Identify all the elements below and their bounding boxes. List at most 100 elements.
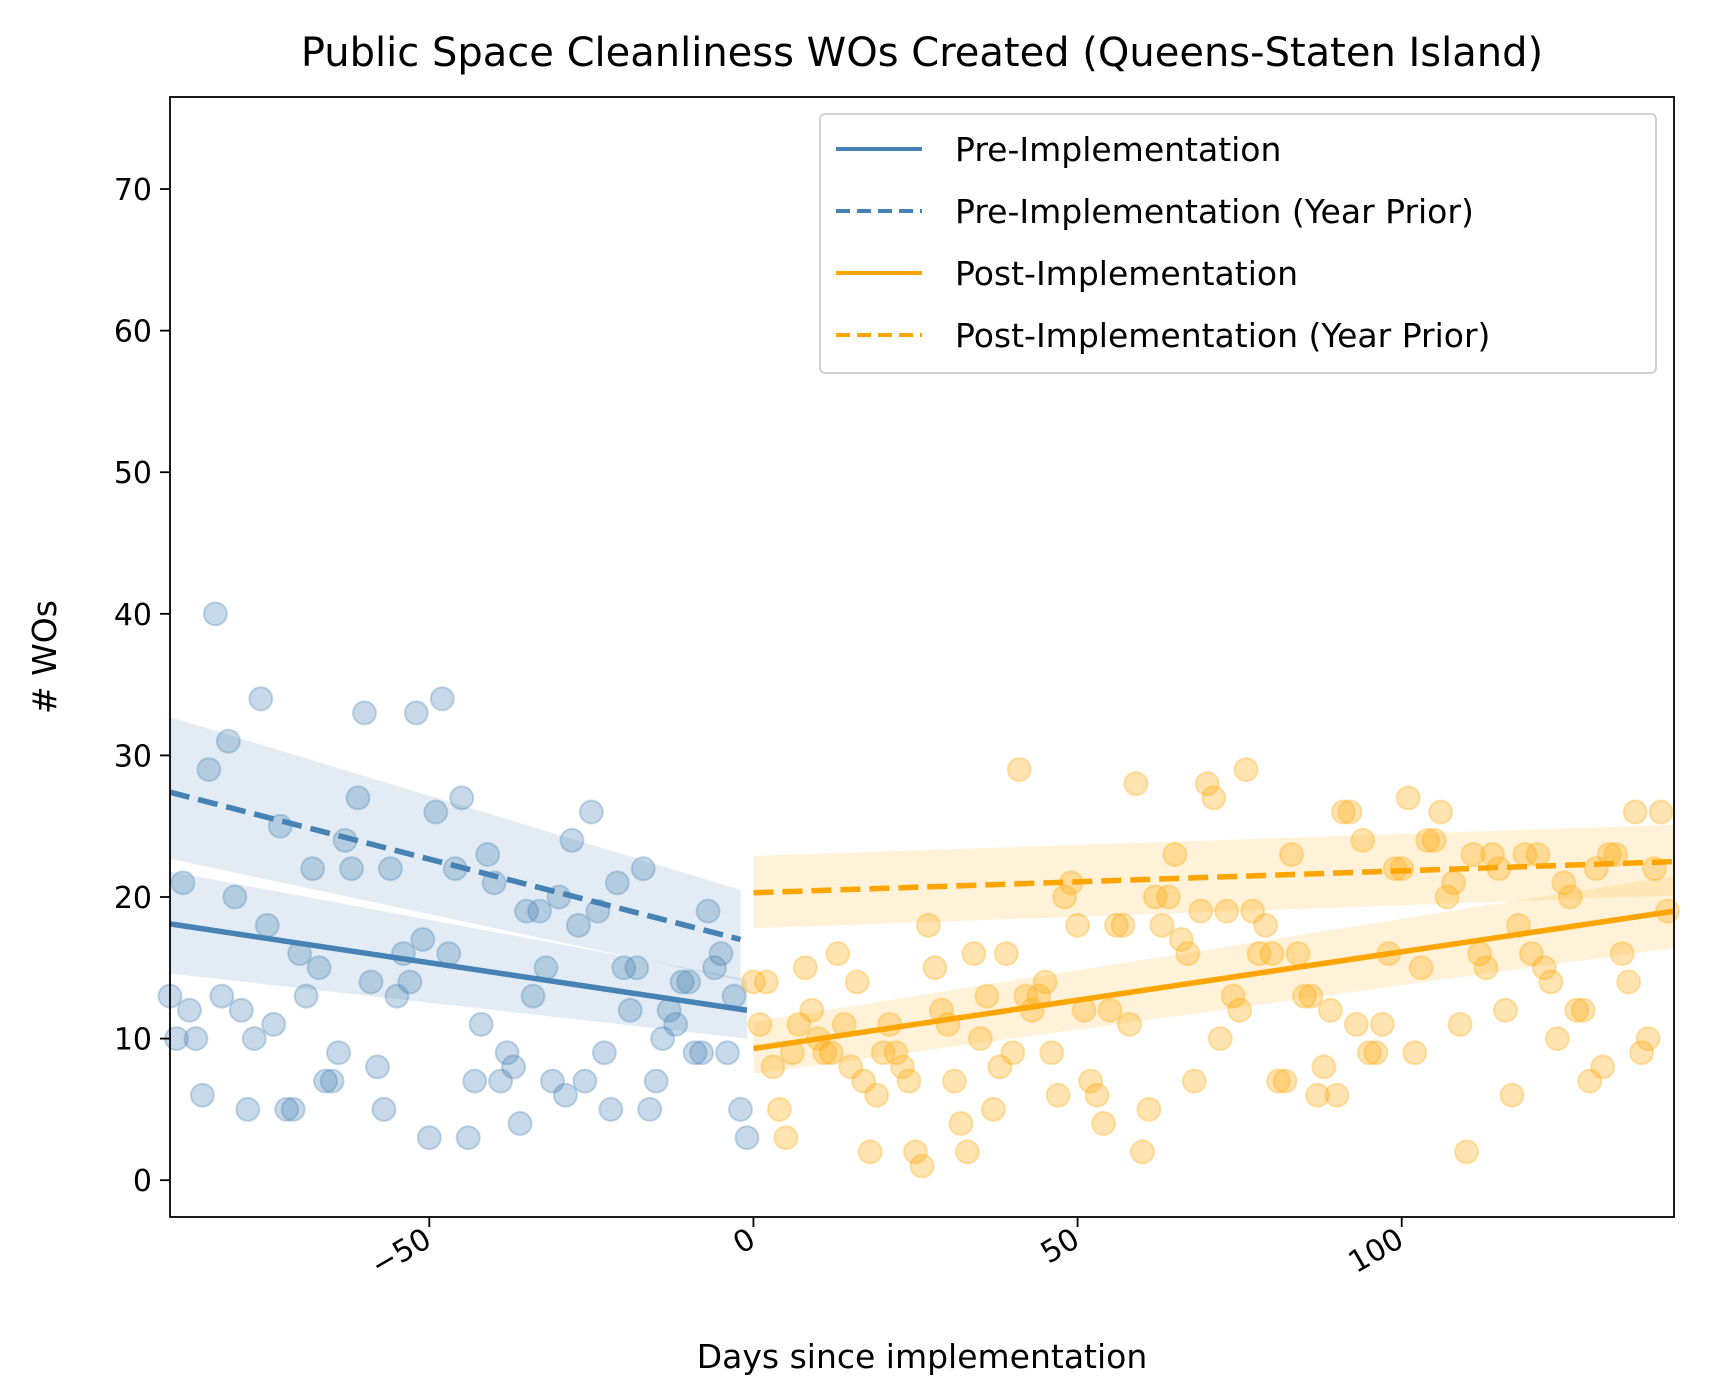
scatter-point (708, 941, 734, 967)
scatter-point (235, 1096, 261, 1122)
scatter-point (1078, 1068, 1104, 1094)
scatter-point (1214, 898, 1240, 924)
scatter-point (1084, 1082, 1110, 1108)
scatter-point (1629, 1040, 1655, 1066)
scatter-point (1240, 898, 1266, 924)
scatter-point (1103, 912, 1129, 938)
scatter-point (1434, 884, 1460, 910)
scatter-point (993, 941, 1019, 967)
scatter-point (1447, 1011, 1473, 1037)
scatter-point (883, 1040, 909, 1066)
scatter-point (1356, 1040, 1382, 1066)
scatter-point (1272, 1068, 1298, 1094)
y-axis-label: # WOs (25, 600, 64, 714)
scatter-point (1616, 969, 1642, 995)
legend-box (819, 113, 1657, 374)
scatter-point (1175, 941, 1201, 967)
legend-label: Post-Implementation (Year Prior) (955, 316, 1490, 355)
scatter-point (1428, 799, 1454, 825)
scatter-point (740, 969, 766, 995)
scatter-point (319, 1068, 345, 1094)
scatter-point (715, 1040, 741, 1066)
scatter-point (689, 1040, 715, 1066)
scatter-point (773, 1125, 799, 1151)
scatter-point (1168, 926, 1194, 952)
scatter-point (520, 983, 546, 1009)
confidence-band-2 (170, 717, 741, 981)
scatter-point (339, 856, 365, 882)
scatter-point (559, 827, 585, 853)
scatter-point (351, 700, 377, 726)
scatter-point (209, 983, 235, 1009)
scatter-point (345, 785, 371, 811)
scatter-point (1635, 1026, 1661, 1052)
scatter-point (313, 1068, 339, 1094)
legend-label: Pre-Implementation (Year Prior) (955, 192, 1474, 231)
scatter-point (1622, 799, 1648, 825)
scatter-point (494, 1040, 520, 1066)
scatter-point (890, 1054, 916, 1080)
scatter-point (306, 955, 332, 981)
scatter-point (663, 1011, 689, 1037)
scatter-point (954, 1139, 980, 1165)
scatter-point (429, 686, 455, 712)
scatter-point (423, 799, 449, 825)
scatter-point (501, 1054, 527, 1080)
scatter-point (1551, 870, 1577, 896)
scatter-point (1155, 884, 1181, 910)
scatter-point (1233, 757, 1259, 783)
scatter-point (475, 842, 501, 868)
scatter-point (1000, 1040, 1026, 1066)
scatter-point (488, 1068, 514, 1094)
scatter-point (591, 1040, 617, 1066)
scatter-point (598, 1096, 624, 1122)
scatter-point (650, 1026, 676, 1052)
scatter-point (1311, 1054, 1337, 1080)
scatter-point (565, 912, 591, 938)
scatter-point (643, 1068, 669, 1094)
scatter-point (578, 799, 604, 825)
scatter-point (980, 1096, 1006, 1122)
scatter-point (274, 1096, 300, 1122)
y-tick-label: 30 (114, 739, 152, 774)
scatter-point (870, 1040, 896, 1066)
scatter-point (1363, 1040, 1389, 1066)
scatter-point (734, 1125, 760, 1151)
scatter-point (371, 1096, 397, 1122)
confidence-band-1 (170, 871, 747, 1039)
scatter-point (455, 1125, 481, 1151)
scatter-point (1097, 997, 1123, 1023)
scatter-point (1149, 912, 1175, 938)
scatter-point (1525, 842, 1551, 868)
scatter-point (1110, 912, 1136, 938)
scatter-point (753, 969, 779, 995)
scatter-point (410, 926, 436, 952)
scatter-point (967, 1026, 993, 1052)
scatter-point (228, 997, 254, 1023)
scatter-point (1266, 1068, 1292, 1094)
scatter-point (572, 1068, 598, 1094)
scatter-point (1142, 884, 1168, 910)
scatter-point (1091, 1111, 1117, 1137)
scatter-point (1116, 1011, 1142, 1037)
scatter-point (903, 1139, 929, 1165)
scatter-point (1544, 1026, 1570, 1052)
scatter-point (1402, 1040, 1428, 1066)
scatter-point (727, 1096, 753, 1122)
y-tick-label: 40 (114, 598, 152, 633)
scatter-point (669, 969, 695, 995)
scatter-point (799, 997, 825, 1023)
scatter-point (851, 1068, 877, 1094)
scatter-point (909, 1153, 935, 1179)
scatter-point (280, 1096, 306, 1122)
scatter-point (676, 969, 702, 995)
scatter-point (215, 728, 241, 754)
scatter-point (682, 1040, 708, 1066)
scatter-point (1350, 827, 1376, 853)
scatter-point (222, 884, 248, 910)
legend: Pre-Implementation Pre-Implementation (Ye… (819, 113, 1657, 374)
scatter-point (514, 898, 540, 924)
scatter-point (364, 1054, 390, 1080)
confidence-band-4 (753, 824, 1674, 929)
